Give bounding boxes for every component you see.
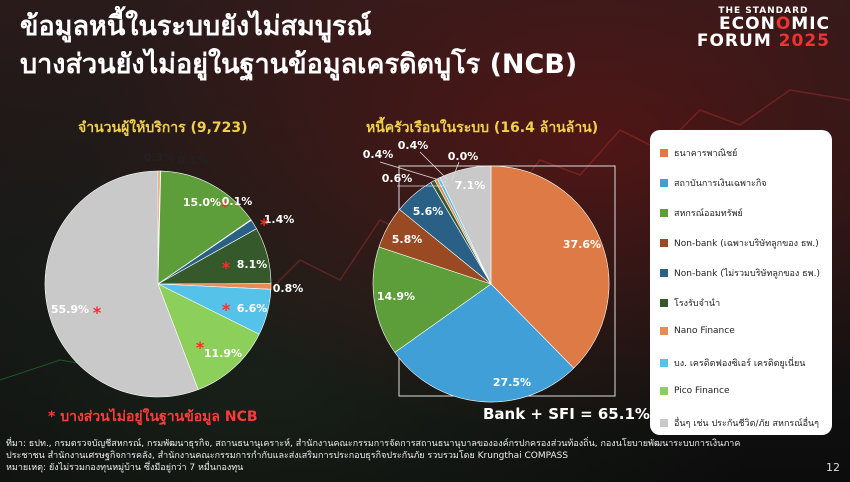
right-pie-leader-line xyxy=(419,151,449,181)
left-pie xyxy=(44,170,272,398)
legend-label: Pico Finance xyxy=(674,386,730,396)
legend-swatch xyxy=(660,359,668,367)
right-pie-leader-line xyxy=(379,161,447,183)
legend-item-other: อื่นๆ เช่น ประกันชีวิต/ภัย สหกรณ์อื่นๆ xyxy=(660,416,819,430)
left-pie-label-coop: 15.0% xyxy=(183,196,221,209)
right-pie-leader-line xyxy=(451,161,460,181)
right-pie-label-sfi: 27.5% xyxy=(493,376,531,389)
legend: ธนาคารพาณิชย์สถาบันการเงินเฉพาะกิจสหกรณ์… xyxy=(650,130,832,435)
footnote-source-2: ประชาชน สำนักงานเศรษฐกิจการคลัง, สำนักงา… xyxy=(6,451,569,461)
left-pie-star-pawn: * xyxy=(222,258,231,277)
left-pie-star-coop: * xyxy=(221,197,230,216)
left-chart-subtitle: จำนวนผู้ให้บริการ (9,723) xyxy=(78,120,248,136)
legend-item-credit_foncier: บง. เครดิตฟองซิเอร์ เครดิตยูเนี่ยน xyxy=(660,356,805,370)
logo-economic: ECONOMIC xyxy=(719,14,830,34)
right-pie xyxy=(372,165,610,403)
legend-item-sfi: สถาบันการเงินเฉพาะกิจ xyxy=(660,176,767,190)
left-pie-slice-other xyxy=(44,170,199,398)
logo-forum: FORUM 2025 xyxy=(696,31,830,51)
legend-label: สหกรณ์ออมทรัพย์ xyxy=(674,209,743,219)
legend-item-nonbank_other: Non-bank (ไม่รวมบริษัทลูกของ ธพ.) xyxy=(660,266,820,280)
right-pie-label-nonbank_sub: 5.8% xyxy=(392,233,423,246)
economic-forum-logo: THE STANDARD ECONOMIC FORUM 2025 xyxy=(697,6,830,50)
left-pie-label-bank: 0.3% xyxy=(144,151,175,164)
legend-label: อื่นๆ เช่น ประกันชีวิต/ภัย สหกรณ์อื่นๆ xyxy=(674,419,819,429)
right-pie-label-pawn: 0.6% xyxy=(382,172,413,185)
legend-swatch xyxy=(660,299,668,307)
legend-label: ธนาคารพาณิชย์ xyxy=(674,149,738,159)
left-pie-label-pawn: 8.1% xyxy=(237,258,268,271)
left-pie-slice-coop xyxy=(157,170,252,285)
title-line-2: บางส่วนยังไม่อยู่ในฐานข้อมูลเครดิตบูโร (… xyxy=(20,49,578,80)
right-pie-label-nonbank_other: 5.6% xyxy=(413,205,444,218)
legend-swatch xyxy=(660,209,668,217)
right-pie-slice-bank xyxy=(490,165,610,369)
legend-swatch xyxy=(660,419,668,427)
right-pie-label-nano: 0.4% xyxy=(363,148,394,161)
legend-label: Non-bank (เฉพาะบริษัทลูกของ ธพ.) xyxy=(674,239,819,249)
left-pie-label-other: 55.9% xyxy=(51,303,89,316)
legend-item-nonbank_sub: Non-bank (เฉพาะบริษัทลูกของ ธพ.) xyxy=(660,236,819,250)
logo-the-standard: THE STANDARD xyxy=(718,6,809,16)
left-pie-star-pico: * xyxy=(196,338,205,357)
title-line-1: ข้อมูลหนี้ในระบบยังไม่สมบูรณ์ xyxy=(20,11,372,42)
left-pie-label-sfi: 0.1% xyxy=(178,154,209,167)
legend-label: สถาบันการเงินเฉพาะกิจ xyxy=(674,179,767,189)
pie-labels: 0.3% 0.1%15.0% *0.1%1.4%*8.1%*0.8%6.6%*11.… xyxy=(51,139,601,389)
legend-swatch xyxy=(660,179,668,187)
right-chart-subtitle: หนี้ครัวเรือนในระบบ (16.4 ล้านล้าน) xyxy=(366,120,599,136)
legend-swatch xyxy=(660,149,668,157)
left-pie-star-other: * xyxy=(93,303,102,322)
right-pie-label-coop: 14.9% xyxy=(377,290,415,303)
footnote-source-1: ที่มา: ธปท., กรมตรวจบัญชีสหกรณ์, กรมพัฒน… xyxy=(6,439,741,449)
right-pie-slice-coop xyxy=(372,246,492,353)
right-pie-label-credit_foncier: 0.4% xyxy=(398,139,429,152)
legend-item-pico: Pico Finance xyxy=(660,386,729,396)
footnote: ที่มา: ธปท., กรมตรวจบัญชีสหกรณ์, กรมพัฒน… xyxy=(6,438,740,474)
legend-label: บง. เครดิตฟองซิเอร์ เครดิตยูเนี่ยน xyxy=(674,359,806,369)
legend-swatch xyxy=(660,387,668,395)
legend-label: Nano Finance xyxy=(674,326,735,336)
legend-swatch xyxy=(660,269,668,277)
slide-title: ข้อมูลหนี้ในระบบยังไม่สมบูรณ์ บางส่วนยัง… xyxy=(20,8,577,84)
legend-label: Non-bank (ไม่รวมบริษัทลูกของ ธพ.) xyxy=(674,269,820,279)
left-pie-slice-pico xyxy=(157,283,260,390)
footnote-remark: หมายเหตุ: ยังไม่รวมกองทุนหมู่บ้าน ซึ่งมี… xyxy=(6,463,244,473)
right-pie-slice-other xyxy=(439,165,492,285)
right-pie-slice-sfi xyxy=(394,283,575,403)
red-note: * บางส่วนไม่อยู่ในฐานข้อมูล NCB xyxy=(48,409,258,425)
legend-item-bank: ธนาคารพาณิชย์ xyxy=(660,146,737,160)
left-pie-label-pico: 11.9% xyxy=(204,347,242,360)
page-number: 12 xyxy=(826,461,840,474)
legend-item-pawn: โรงรับจำนำ xyxy=(660,296,720,310)
legend-swatch xyxy=(660,239,668,247)
legend-label: โรงรับจำนำ xyxy=(674,299,721,309)
legend-item-coop: สหกรณ์ออมทรัพย์ xyxy=(660,206,743,220)
legend-swatch xyxy=(660,327,668,335)
legend-item-nano: Nano Finance xyxy=(660,326,735,336)
right-pie-label-other: 7.1% xyxy=(455,179,486,192)
bank-sfi-total: Bank + SFI = 65.1% xyxy=(483,405,650,423)
left-pie-label-credit_foncier: 6.6% xyxy=(237,302,268,315)
right-pie-label-bank: 37.6% xyxy=(563,238,601,251)
left-pie-star-nonbank_other: * xyxy=(260,215,269,234)
left-pie-label-nonbank_sub: 0.1% xyxy=(222,195,253,208)
left-pie-star-credit_foncier: * xyxy=(222,300,231,319)
left-pie-label-nano: 0.8% xyxy=(273,282,304,295)
left-pie-label-nonbank_other: 1.4% xyxy=(264,213,295,226)
right-pie-label-pico: 0.0% xyxy=(448,150,479,163)
